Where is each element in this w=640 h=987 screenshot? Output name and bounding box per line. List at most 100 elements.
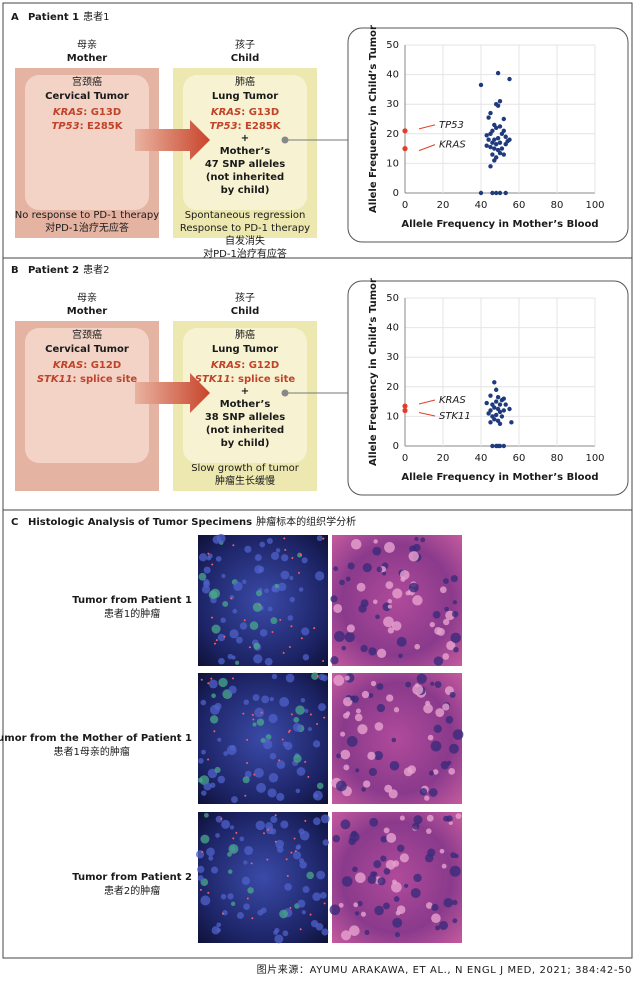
cell (430, 681, 435, 686)
mutation: KRAS: G13D (211, 107, 279, 118)
signal (322, 537, 325, 540)
signal (243, 619, 246, 622)
cell (396, 636, 407, 647)
connector-dot (281, 389, 289, 397)
cell (255, 589, 263, 597)
cell (316, 870, 326, 880)
cell (210, 782, 216, 788)
cell (355, 872, 366, 883)
signal (235, 831, 238, 834)
snp-line: Mother’s (220, 146, 271, 157)
gene: KRAS (53, 107, 83, 118)
cell (322, 839, 330, 846)
cell (302, 886, 310, 893)
signal (274, 840, 277, 843)
cell (227, 653, 234, 660)
cell (352, 866, 358, 873)
y-axis-label: Allele Frequency in Child’s Tumor (368, 278, 379, 466)
cell (333, 566, 339, 572)
cell (399, 815, 405, 821)
annotation: TP53 (439, 120, 464, 131)
cell (312, 790, 323, 801)
cell (416, 673, 427, 684)
point (484, 400, 489, 406)
response: 肿瘤生长缓慢 (215, 474, 275, 487)
cell (396, 844, 405, 853)
y-tick-label: 20 (386, 129, 399, 140)
cell (228, 685, 237, 694)
cell (382, 902, 390, 910)
signal (214, 642, 217, 645)
signal (230, 597, 233, 600)
cell (419, 788, 428, 796)
cell (279, 909, 288, 919)
signal (290, 625, 293, 628)
panel-title: Patient 2 (28, 265, 79, 276)
cell (260, 738, 266, 743)
cell (217, 737, 222, 742)
cell (247, 887, 254, 894)
cell (203, 812, 209, 818)
cell (442, 618, 450, 626)
point (497, 190, 503, 196)
cell (393, 707, 400, 713)
point (497, 150, 503, 156)
cell (316, 782, 324, 790)
panel-letter: B (11, 265, 19, 276)
cell (230, 901, 236, 907)
cell (373, 599, 378, 605)
cell (221, 819, 231, 829)
cell (441, 863, 447, 869)
arrow (135, 120, 210, 160)
cell (340, 731, 346, 737)
annotation: KRAS (439, 395, 466, 406)
chart-frame (347, 280, 629, 496)
cell (354, 713, 363, 722)
cell (268, 773, 279, 783)
cell (319, 891, 327, 899)
cell (408, 582, 419, 593)
cell (431, 903, 439, 912)
signal (290, 713, 293, 716)
cell (315, 922, 324, 931)
cell (380, 855, 387, 862)
cell (242, 579, 247, 584)
signal (304, 760, 307, 763)
cell (220, 617, 226, 623)
signal (207, 682, 210, 685)
cell (295, 788, 301, 794)
cell (433, 656, 444, 666)
cell (387, 599, 393, 604)
snp-line: Mother’s (220, 399, 271, 410)
cell (350, 695, 356, 701)
y-tick-label: 40 (386, 323, 399, 334)
change: : G12D (241, 360, 279, 371)
y-tick-label: 20 (386, 382, 399, 393)
signal (323, 716, 326, 719)
cell (265, 826, 274, 835)
cell (399, 853, 409, 863)
point (486, 411, 491, 416)
cell (222, 601, 229, 607)
cell (198, 553, 208, 562)
cell (345, 576, 351, 582)
signal (211, 563, 214, 566)
signal (294, 850, 297, 853)
point (497, 140, 503, 145)
cell (209, 715, 219, 724)
point (486, 115, 491, 120)
cell (431, 913, 441, 923)
cell (284, 741, 293, 751)
point (490, 190, 495, 196)
signal (232, 837, 235, 840)
point (402, 128, 408, 134)
cell (233, 581, 243, 592)
cell (203, 578, 210, 586)
cell (301, 627, 310, 636)
cell (269, 752, 277, 760)
micrograph-he (332, 535, 462, 666)
cell (280, 820, 289, 829)
signal (285, 858, 288, 861)
cell (312, 817, 321, 826)
cell (427, 734, 434, 741)
